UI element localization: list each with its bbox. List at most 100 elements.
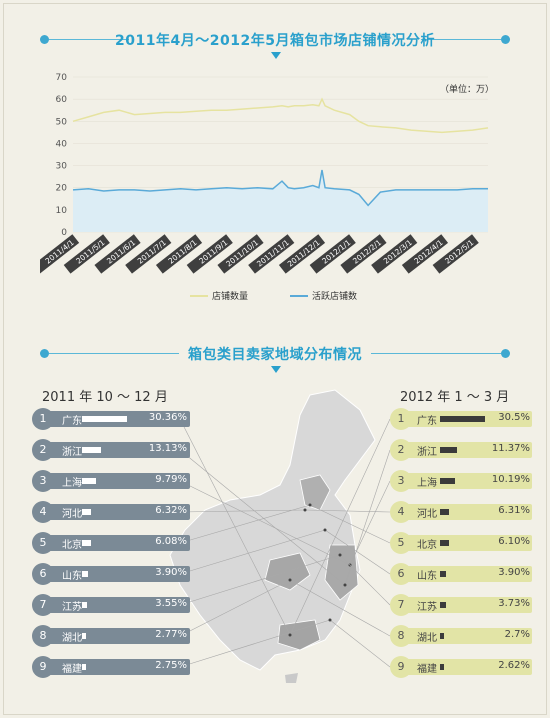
rank-item: 9 福建 2.62% [390, 656, 550, 678]
y-axis: 0 10 20 30 40 50 60 70 [56, 73, 68, 238]
map-marker-dot [288, 578, 292, 582]
share-bar [440, 664, 444, 670]
x-tick-tag [186, 234, 233, 274]
rank-number: 9 [32, 656, 54, 678]
share-bar [82, 478, 97, 484]
share-bar [440, 447, 457, 453]
series-line-active-stores [72, 169, 488, 207]
share-bar [440, 416, 485, 422]
x-tick-tag [248, 234, 295, 274]
header-right-line [421, 39, 501, 40]
share-bar [82, 571, 88, 577]
header-pointer [271, 52, 281, 59]
share-value: 3.90% [498, 567, 530, 578]
rank-bar-bg [408, 473, 532, 489]
province-name: 江苏 [417, 602, 437, 613]
map-highlight-north [299, 474, 331, 511]
province-name: 浙江 [417, 447, 437, 458]
header-left-line [49, 353, 179, 354]
connector-line [309, 504, 391, 544]
province-name: 浙江 [62, 447, 82, 458]
y-tick-label: 10 [56, 206, 68, 216]
map-title: 箱包类目卖家地域分布情况 [188, 347, 362, 363]
province-name: 上海 [417, 478, 437, 489]
rank-item: 4 河北 6.31% [390, 501, 550, 523]
header-right-line [371, 353, 501, 354]
share-bar [82, 416, 127, 422]
map-marker-dot [303, 508, 307, 512]
rank-item: 2 浙江 11.37% [390, 439, 550, 461]
rank-number: 2 [390, 439, 412, 461]
map-section-header: 箱包类目卖家地域分布情况 [40, 344, 510, 373]
rank-item: 5 北京 6.10% [390, 532, 550, 554]
rank-number: 3 [32, 470, 54, 492]
map-highlight-east [324, 544, 359, 601]
active-stores-area [73, 170, 488, 232]
rank-item: 7 江苏 3.73% [390, 594, 550, 616]
header-right-dot [501, 35, 510, 44]
province-name: 广东 [417, 416, 437, 427]
x-tick-tag [371, 234, 418, 274]
rank-item: 4 河北 6.32% [32, 501, 192, 523]
share-value: 9.79% [155, 474, 187, 485]
share-bar [82, 664, 87, 670]
rank-number: 1 [32, 408, 54, 430]
x-tick-tag [155, 234, 203, 274]
header-left-line [49, 39, 129, 40]
y-tick-label: 60 [56, 95, 68, 105]
share-value: 2.75% [155, 660, 187, 671]
rank-bar-bg [408, 442, 532, 458]
share-value: 11.37% [491, 443, 530, 454]
share-bar [82, 509, 92, 515]
map-marker-dot [343, 583, 347, 587]
connector-line [339, 554, 391, 606]
rank-number: 3 [390, 470, 412, 492]
share-value: 6.31% [498, 505, 530, 516]
rank-bar-bg [50, 473, 190, 489]
rank-item: 7 江苏 3.55% [32, 594, 192, 616]
header-left-dot [40, 35, 49, 44]
series-line-store-count [72, 97, 489, 134]
province-name: 江苏 [62, 602, 82, 613]
connector-line [289, 579, 391, 637]
x-tick-tag [309, 234, 356, 274]
legend-label-active-stores: 活跃店铺数 [312, 290, 357, 302]
province-name: 北京 [62, 540, 82, 551]
legend: 店铺数量 活跃店铺数 [190, 290, 357, 302]
rank-number: 4 [32, 501, 54, 523]
rank-item: 8 湖北 2.77% [32, 625, 192, 647]
map-marker-dot [308, 503, 312, 507]
rank-bar-bg [50, 442, 190, 458]
right-column-title: 2012 年 1 ～ 3 月 [400, 390, 510, 405]
map-marker-dot [328, 618, 332, 622]
y-tick-label: 20 [56, 184, 68, 194]
connector-line [344, 449, 391, 586]
y-tick-label: 30 [56, 162, 68, 172]
rank-item: 2 浙江 13.13% [32, 439, 192, 461]
page-border [3, 3, 547, 715]
rank-bar-bg [50, 504, 190, 520]
left-column-title: 2011 年 10 ～ 12 月 [42, 390, 168, 405]
province-name: 上海 [62, 478, 82, 489]
rank-bar-bg [50, 535, 190, 551]
rank-bar-bg [50, 597, 190, 613]
x-tick-tag [217, 234, 264, 274]
share-bar [440, 478, 456, 484]
rank-number: 9 [390, 656, 412, 678]
rank-item: 5 北京 6.08% [32, 532, 192, 554]
rank-item: 3 上海 9.79% [32, 470, 192, 492]
connector-line [179, 529, 326, 575]
connector-line [304, 509, 391, 513]
province-name: 湖北 [417, 633, 437, 644]
rank-bar-bg [408, 504, 532, 520]
x-tick-tag [40, 234, 80, 274]
chart-title: 2011年4月～2012年5月箱包市场店铺情况分析 [115, 33, 435, 49]
province-name: 福建 [62, 664, 82, 675]
rank-bar-bg [50, 628, 190, 644]
rank-bar-bg [408, 597, 532, 613]
share-value: 3.73% [498, 598, 530, 609]
connector-line [329, 619, 391, 668]
rank-bar-bg [408, 659, 532, 675]
share-value: 6.10% [498, 536, 530, 547]
